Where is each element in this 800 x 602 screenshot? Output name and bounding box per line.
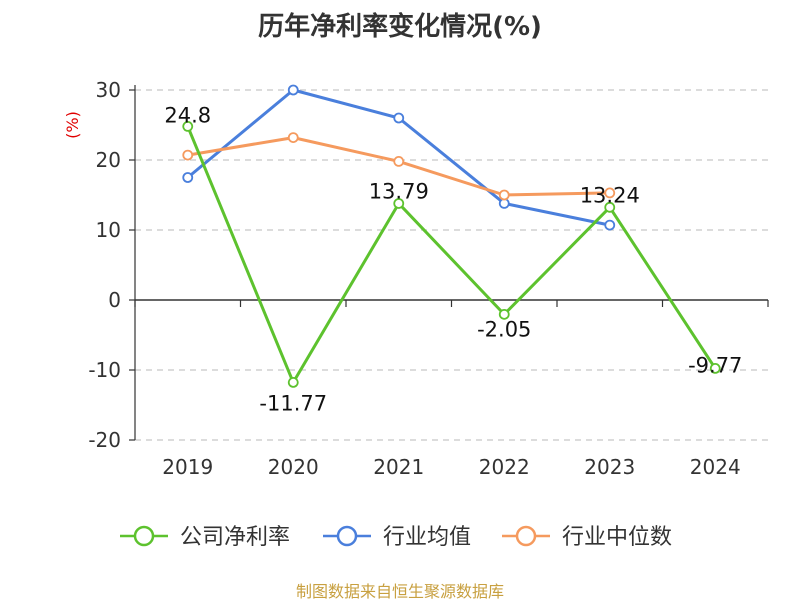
- y-tick-label-1: 20: [96, 148, 121, 172]
- point-0-2021: [393, 198, 405, 209]
- legend-marker-2: [515, 525, 537, 547]
- x-tick-label-2022: 2022: [479, 455, 530, 479]
- point-0-2022: [498, 308, 510, 320]
- point-0-2020: [287, 376, 299, 388]
- point-1-2019: [182, 172, 194, 183]
- y-tick-label-5: -20: [88, 428, 121, 452]
- x-tick-label-2024: 2024: [690, 455, 741, 479]
- point-2-2023: [604, 187, 616, 199]
- series-line-0: [186, 125, 717, 384]
- legend-label-0: 公司净利率: [180, 525, 290, 550]
- data-label-2022: -2.05: [477, 317, 531, 341]
- x-tick-label-2021: 2021: [373, 455, 424, 479]
- data-label-2020: -11.77: [259, 391, 327, 415]
- data-label-2021: 13.79: [369, 179, 429, 203]
- point-2-2019: [182, 149, 194, 161]
- x-tick-label-2023: 2023: [584, 455, 635, 479]
- data-label-2024: -9.77: [688, 353, 742, 377]
- y-tick-label-4: -10: [88, 358, 121, 382]
- legend-label-1: 行业均值: [383, 525, 471, 550]
- point-1-2021: [393, 112, 405, 124]
- point-1-2020: [287, 84, 299, 96]
- legend-marker-1: [336, 525, 358, 547]
- point-0-2024: [709, 362, 721, 374]
- x-tick-label-2020: 2020: [268, 455, 319, 479]
- point-2-2021: [393, 155, 405, 167]
- point-2-2022: [498, 189, 510, 201]
- point-1-2023: [604, 219, 616, 231]
- legend-label-2: 行业中位数: [562, 525, 672, 550]
- data-source-note: 制图数据来自恒生聚源数据库: [295, 582, 504, 601]
- y-tick-label-2: 10: [96, 218, 121, 242]
- chart-title: 历年净利率变化情况(%): [258, 12, 542, 42]
- point-0-2023: [604, 201, 616, 213]
- point-2-2020: [287, 132, 299, 144]
- legend-marker-0: [133, 525, 155, 547]
- y-axis-label: (%): [63, 111, 82, 139]
- data-label-2019: 24.8: [164, 103, 211, 127]
- x-tick-label-2019: 2019: [162, 455, 213, 479]
- y-tick-label-0: 30: [96, 78, 121, 102]
- point-0-2019: [182, 121, 194, 132]
- y-tick-label-3: 0: [108, 288, 121, 312]
- data-label-2023: 13.24: [580, 183, 640, 207]
